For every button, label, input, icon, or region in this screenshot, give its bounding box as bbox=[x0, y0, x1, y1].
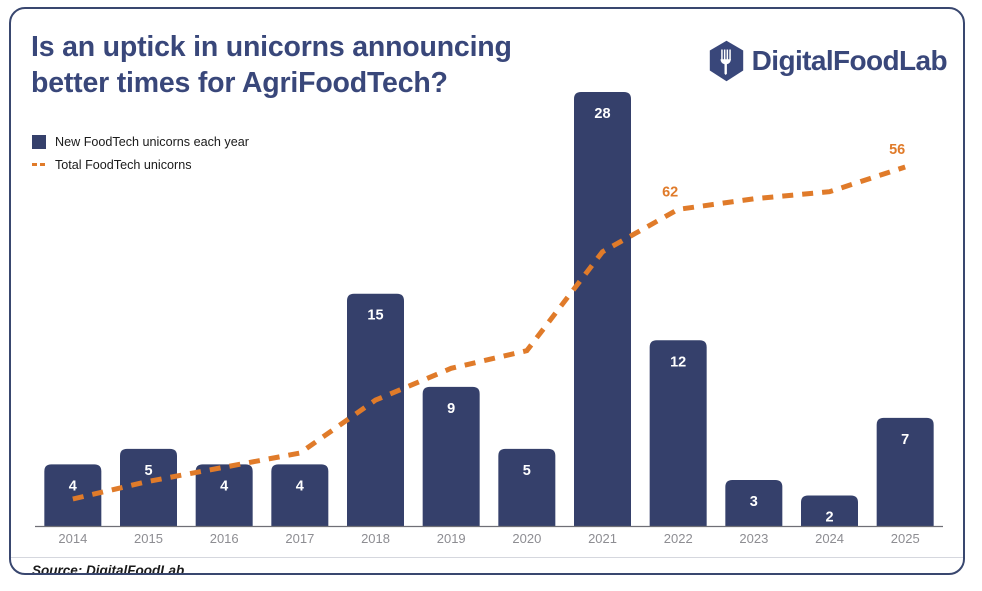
x-axis-tick-2021: 2021 bbox=[588, 531, 617, 546]
bar-2020[interactable] bbox=[498, 448, 556, 527]
total-unicorns-dashed-line[interactable] bbox=[72, 164, 906, 502]
bar-2015[interactable] bbox=[120, 448, 177, 527]
title-line-1: Is an uptick in unicorns announcing bbox=[31, 31, 512, 63]
page-title: Is an uptick in unicorns announcing bett… bbox=[31, 30, 651, 102]
bar-2024[interactable] bbox=[801, 495, 858, 527]
bar-value-label-2024: 2 bbox=[825, 509, 833, 525]
chart-legend: New FoodTech unicorns each year Total Fo… bbox=[32, 131, 249, 177]
bar-value-label-2019: 9 bbox=[447, 401, 455, 417]
hexagon-fork-icon bbox=[709, 40, 743, 82]
chart-card: Is an uptick in unicorns announcing bett… bbox=[9, 7, 965, 575]
logo-text: DigitalFoodLab bbox=[751, 45, 948, 76]
x-axis-tick-2022: 2022 bbox=[663, 531, 693, 546]
line-value-label-2025: 56 bbox=[889, 142, 905, 158]
x-axis-tick-2014: 2014 bbox=[58, 531, 88, 546]
bar-2016[interactable] bbox=[195, 464, 253, 527]
legend-item-bars: New FoodTech unicorns each year bbox=[32, 131, 249, 152]
bar-2017[interactable] bbox=[271, 464, 329, 527]
x-axis-labels: 2014 2015 2016 2017 2018 2019 2020 2021 2022 2023… bbox=[35, 531, 943, 546]
bar-2021[interactable] bbox=[574, 92, 631, 527]
x-axis-tick-2018: 2018 bbox=[361, 531, 390, 546]
x-axis-tick-2023: 2023 bbox=[739, 531, 769, 546]
footer-divider bbox=[11, 557, 963, 558]
x-axis-tick-2017: 2017 bbox=[285, 531, 315, 546]
bar-value-label-2015: 5 bbox=[144, 463, 152, 479]
legend-item-line: Total FoodTech unicorns bbox=[32, 154, 249, 175]
x-axis-tick-2016: 2016 bbox=[209, 531, 239, 546]
bar-value-label-2023: 3 bbox=[750, 494, 758, 510]
line-value-label-2022: 62 bbox=[662, 184, 678, 200]
legend-dashed-line-swatch-icon bbox=[32, 158, 46, 172]
bar-2023[interactable] bbox=[725, 479, 783, 527]
source-note: Source: DigitalFoodLab bbox=[32, 563, 185, 575]
bar-2022[interactable] bbox=[649, 340, 707, 527]
bar-value-label-2021: 28 bbox=[594, 106, 610, 122]
legend-bar-swatch-icon bbox=[32, 134, 46, 149]
bar-value-label-2014: 4 bbox=[69, 478, 77, 494]
bar-value-label-2016: 4 bbox=[220, 478, 228, 494]
bar-value-label-2020: 5 bbox=[523, 463, 531, 479]
bar-value-label-2018: 15 bbox=[367, 308, 383, 324]
bar-2019[interactable] bbox=[422, 386, 480, 527]
bar-value-label-2022: 12 bbox=[670, 354, 686, 370]
line-value-labels: 62 56 bbox=[662, 142, 905, 200]
x-axis-tick-2020: 2020 bbox=[512, 531, 542, 546]
x-axis-tick-2024: 2024 bbox=[815, 531, 845, 546]
legend-item-label: Total FoodTech unicorns bbox=[55, 157, 192, 172]
bar-value-label-2025: 7 bbox=[901, 432, 909, 448]
total-unicorns-line-group bbox=[72, 164, 906, 502]
x-axis-tick-2019: 2019 bbox=[436, 531, 466, 546]
bar-2018[interactable] bbox=[347, 293, 404, 527]
bar-2014[interactable] bbox=[44, 464, 102, 527]
legend-item-label: New FoodTech unicorns each year bbox=[55, 134, 249, 149]
bar-value-label-2017: 4 bbox=[296, 478, 304, 494]
bar-2025[interactable] bbox=[876, 417, 934, 527]
title-line-2: better times for AgriFoodTech? bbox=[31, 66, 448, 99]
x-axis-tick-2025: 2025 bbox=[890, 531, 920, 546]
x-axis-tick-2015: 2015 bbox=[134, 531, 163, 546]
brand-logo: DigitalFoodLab bbox=[708, 40, 948, 82]
